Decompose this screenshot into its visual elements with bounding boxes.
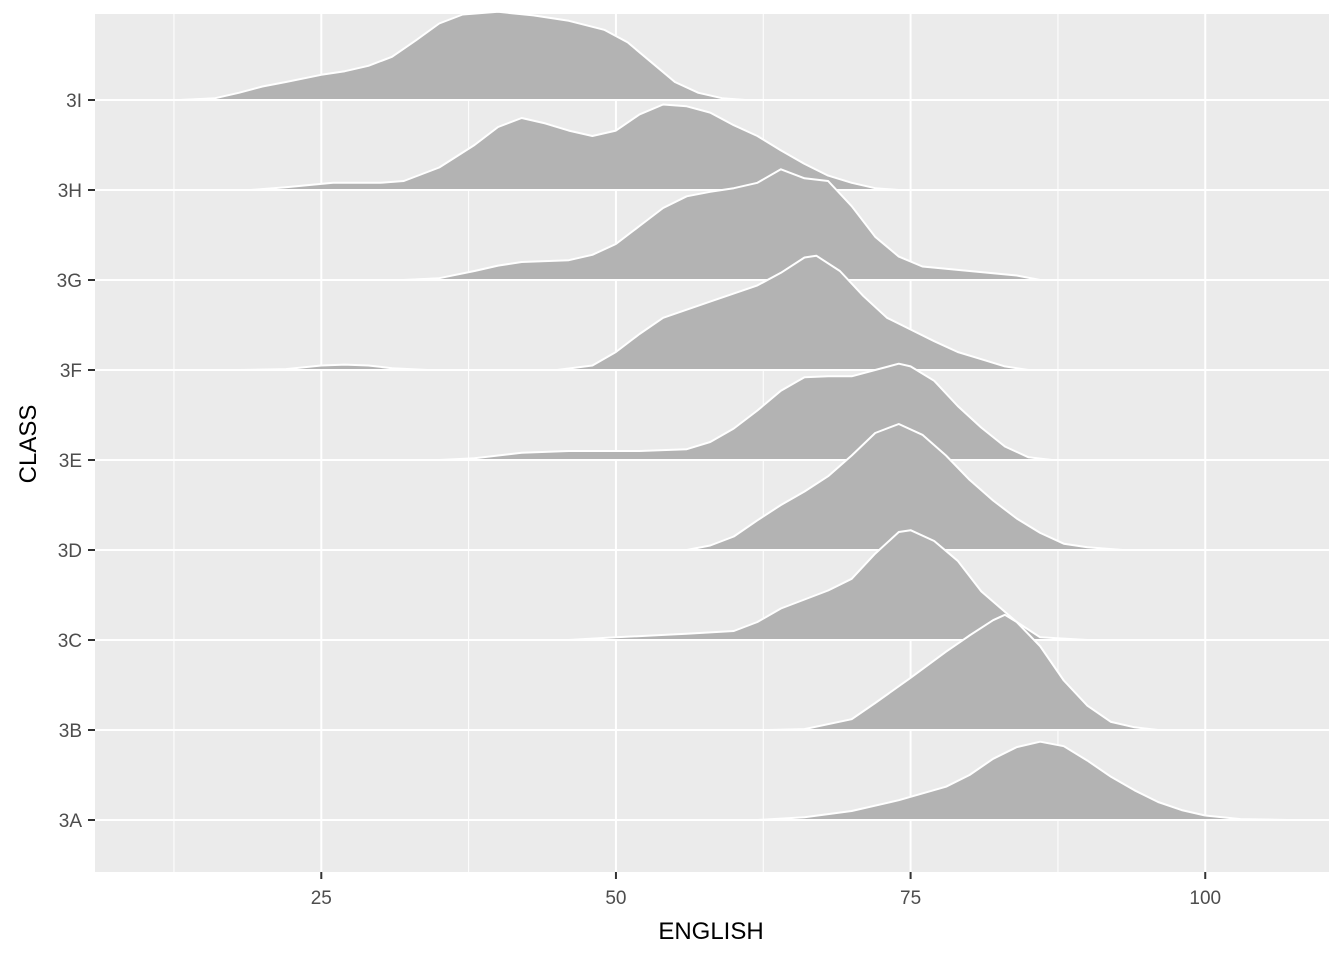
y-axis-title: CLASS [15, 405, 42, 484]
y-tick-label-3E: 3E [59, 451, 82, 472]
ridge-3H [249, 103, 900, 191]
y-tick-label-3F: 3F [60, 361, 82, 382]
y-tick-label-3A: 3A [59, 811, 83, 832]
ridge-3G [402, 168, 1042, 281]
x-tick-label-1: 50 [605, 888, 626, 909]
ridge-3D [638, 423, 1124, 551]
x-tick-label-2: 75 [900, 888, 921, 909]
ridge-3F [237, 254, 1030, 371]
x-tick-label-3: 100 [1189, 888, 1221, 909]
y-tick-label-3C: 3C [58, 631, 82, 652]
x-tick-label-0: 25 [311, 888, 332, 909]
y-tick-label-3H: 3H [58, 181, 82, 202]
y-tick-label-3B: 3B [59, 721, 82, 742]
y-tick-label-3G: 3G [57, 271, 82, 292]
density-ridges [178, 10, 1289, 821]
ridge-3B [768, 613, 1160, 731]
ridge-3A [497, 740, 1289, 821]
y-tick-label-3I: 3I [66, 91, 82, 112]
y-axis: 3A 3B 3C 3D 3E 3F 3G 3H 3I [57, 91, 95, 832]
x-axis: 25 50 75 100 [311, 872, 1221, 909]
x-axis-title: ENGLISH [658, 918, 763, 945]
ridge-3I [178, 10, 747, 101]
y-tick-label-3D: 3D [58, 541, 82, 562]
